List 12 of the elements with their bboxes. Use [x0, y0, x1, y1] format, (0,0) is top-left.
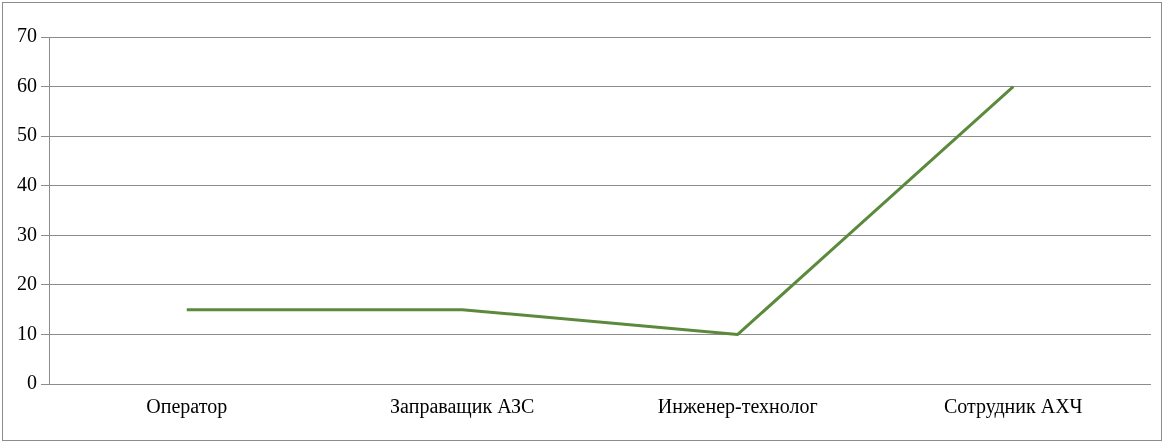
y-tick-label: 20: [17, 272, 37, 295]
x-tick-label: Инженер-технолог: [657, 395, 818, 419]
y-tick-label: 30: [17, 222, 37, 245]
y-tick-label: 50: [17, 123, 37, 146]
y-tick-label: 40: [17, 172, 37, 195]
y-tick-label: 0: [27, 371, 37, 394]
x-tick-label: Сотрудник АХЧ: [943, 395, 1083, 419]
x-tick-label: Оператор: [146, 395, 228, 419]
y-tick-label: 70: [17, 24, 37, 47]
x-tick-label: Заправащик АЗС: [390, 395, 535, 419]
y-tick-label: 60: [17, 73, 37, 96]
y-tick-label: 10: [17, 321, 37, 344]
